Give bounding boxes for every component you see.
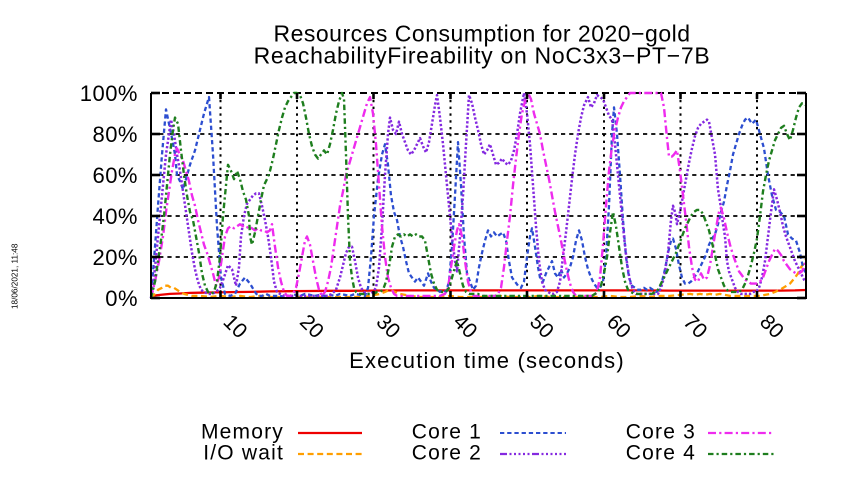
- svg-text:Execution time (seconds): Execution time (seconds): [349, 348, 625, 373]
- svg-text:Core 2: Core 2: [412, 442, 482, 465]
- svg-text:80%: 80%: [92, 122, 138, 147]
- svg-text:Memory: Memory: [201, 421, 284, 444]
- svg-text:18/06/2021, 11:48: 18/06/2021, 11:48: [10, 243, 19, 309]
- svg-text:20%: 20%: [92, 245, 138, 270]
- svg-text:Core 1: Core 1: [412, 421, 482, 444]
- svg-text:60%: 60%: [92, 163, 138, 188]
- svg-text:Resources Consumption for 2020: Resources Consumption for 2020−gold: [273, 21, 690, 47]
- svg-text:0%: 0%: [105, 286, 138, 311]
- svg-text:I/O wait: I/O wait: [203, 442, 284, 465]
- svg-text:Core 4: Core 4: [626, 442, 696, 465]
- svg-text:40%: 40%: [92, 204, 138, 229]
- svg-text:ReachabilityFireability on NoC: ReachabilityFireability on NoC3x3−PT−7B: [254, 43, 711, 69]
- svg-text:100%: 100%: [80, 81, 138, 106]
- svg-text:Core 3: Core 3: [626, 421, 696, 444]
